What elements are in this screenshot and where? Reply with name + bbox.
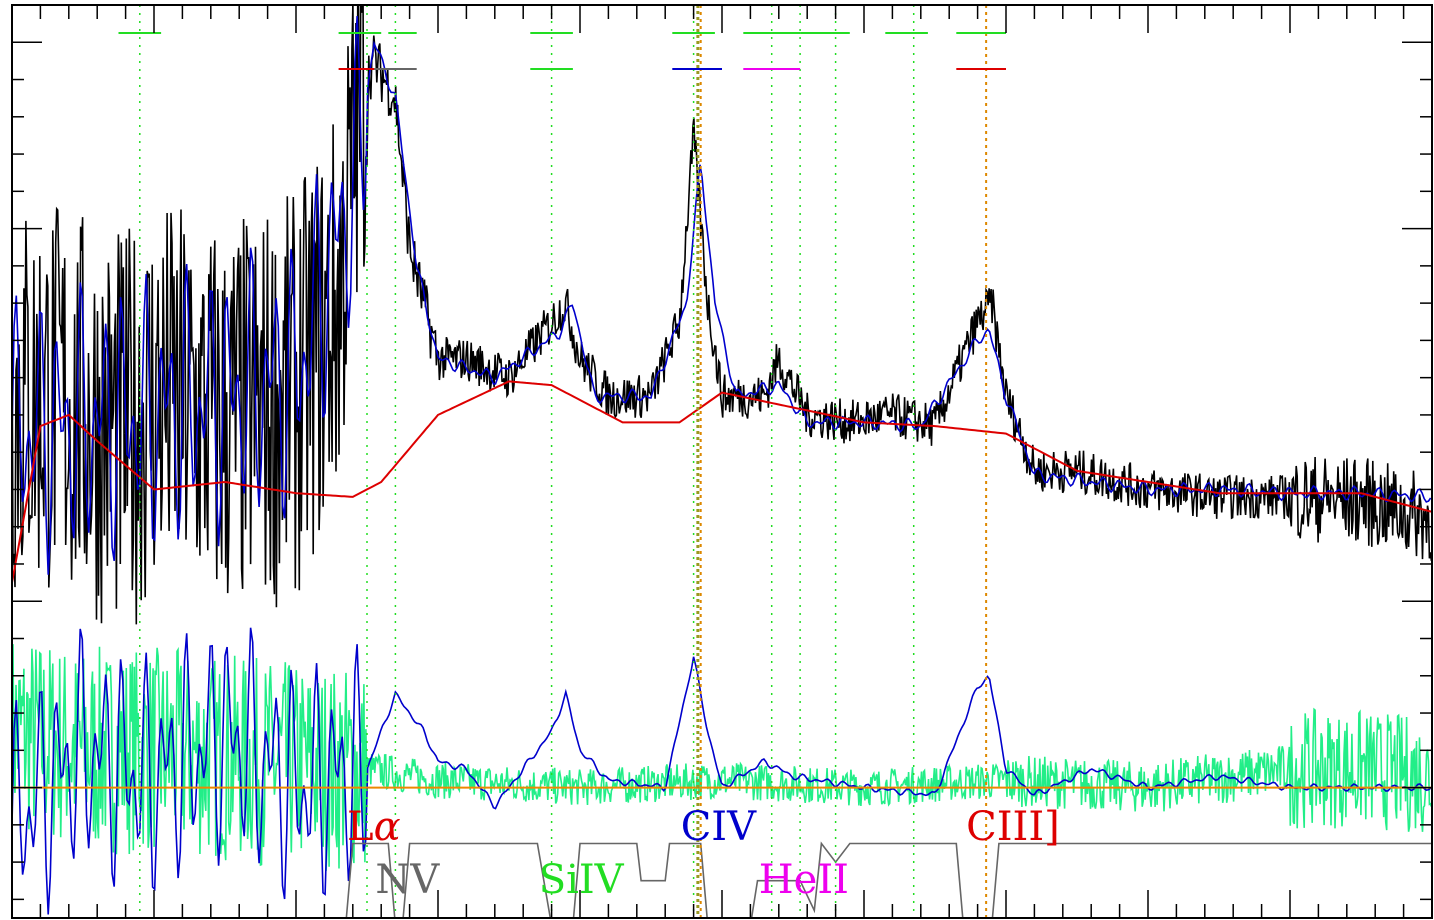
- series-residual-smoothed: [12, 627, 1432, 915]
- line-label-civ: CIV: [681, 804, 757, 850]
- line-label-siiv: SiIV: [539, 857, 625, 903]
- plot-frame: [11, 4, 1433, 919]
- marker-layer: [118, 5, 1006, 918]
- series-observed-spectrum: [12, 5, 1432, 625]
- line-label-ciii: CIII]: [966, 804, 1060, 850]
- series-line-windows: [345, 841, 1432, 918]
- line-label-nv: NV: [375, 857, 440, 903]
- series-continuum-fit: [12, 380, 1432, 583]
- line-label-heii: HeII: [759, 857, 849, 903]
- line-label-greek: α: [374, 804, 401, 850]
- line-label-l: Lα: [347, 804, 401, 850]
- series-layer: [12, 5, 1432, 918]
